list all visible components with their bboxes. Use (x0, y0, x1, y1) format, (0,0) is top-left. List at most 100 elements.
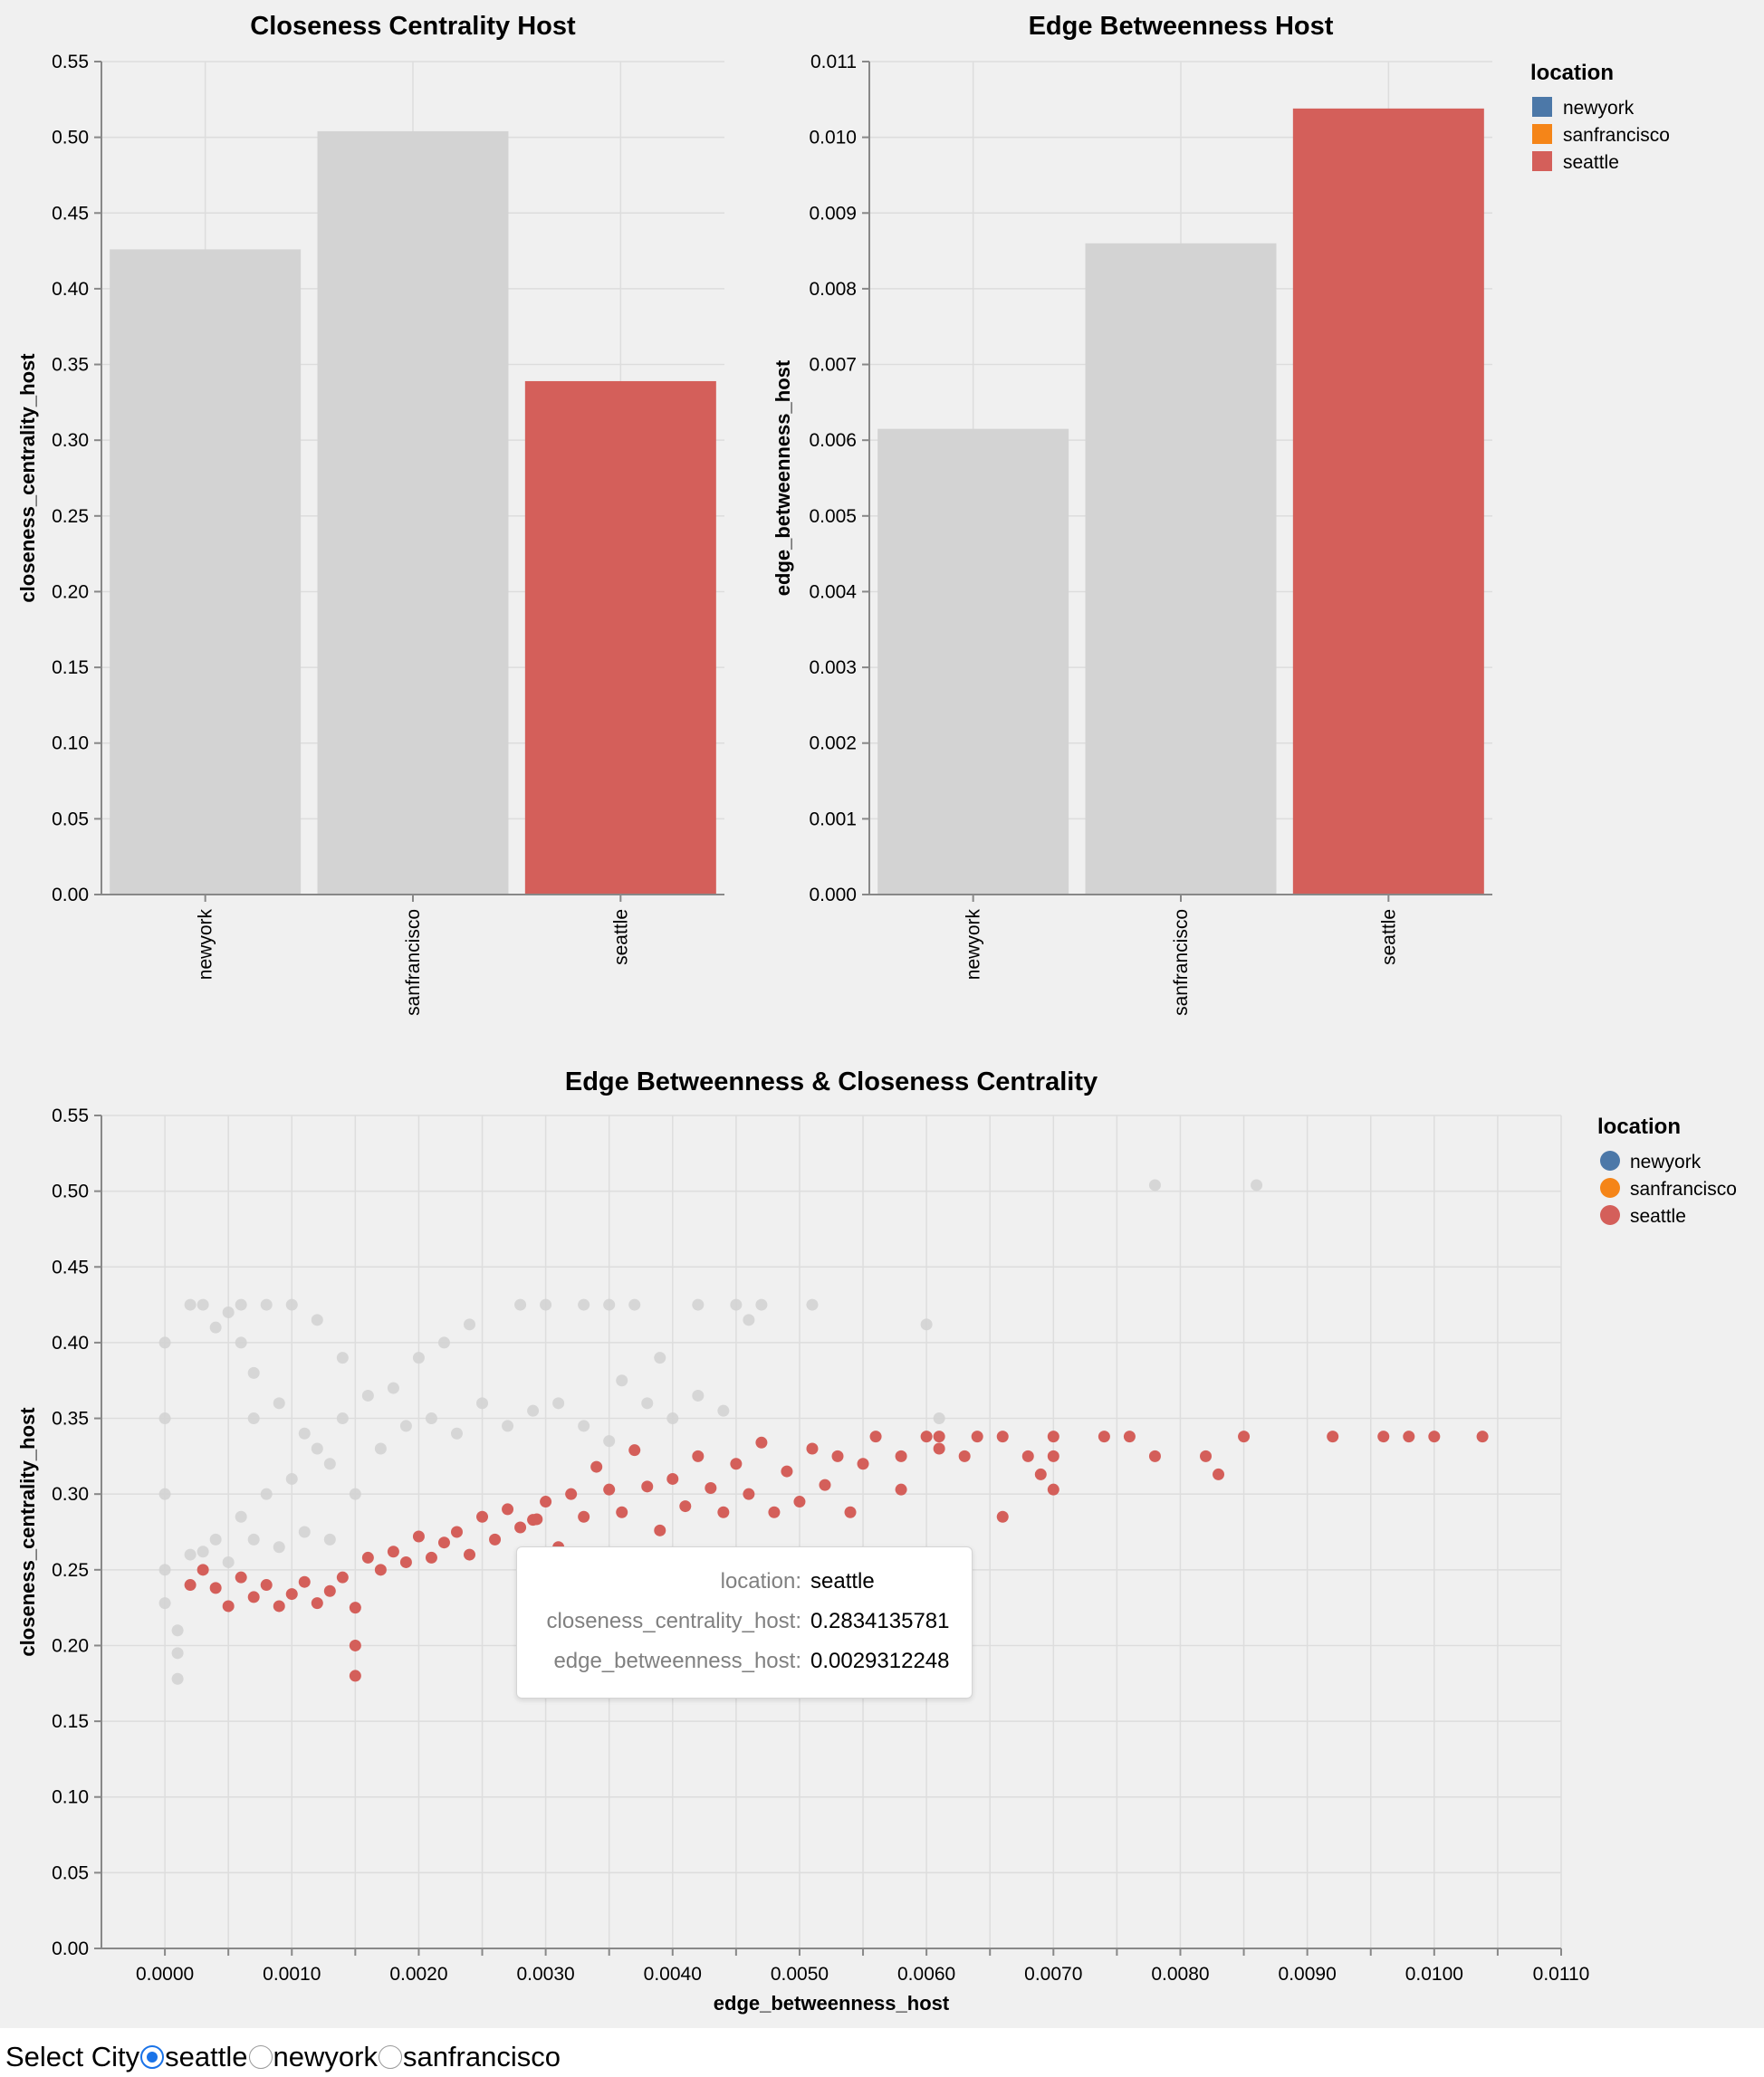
scatter-point-seattle (666, 1472, 679, 1485)
y-tick-label: 0.00 (52, 1938, 89, 1959)
tooltip-value: 0.2834135781 (810, 1609, 950, 1633)
scatter-point-seattle (806, 1442, 819, 1455)
radio-label-sanfrancisco[interactable]: sanfrancisco (402, 2041, 561, 2072)
scatter-point-other (476, 1397, 489, 1410)
radio-label-newyork[interactable]: newyork (273, 2041, 378, 2072)
radio-label-seattle[interactable]: seattle (165, 2041, 248, 2072)
x-tick-label: newyork (196, 909, 216, 981)
scatter-point-other (730, 1298, 743, 1311)
x-tick-label: 0.0090 (1279, 1964, 1337, 1985)
scatter-point-other (247, 1533, 260, 1546)
scatter-point-seattle (464, 1548, 476, 1561)
scatter-point-other (209, 1321, 222, 1334)
scatter-point-seattle (1047, 1450, 1059, 1462)
scatter-point-seattle (628, 1444, 641, 1457)
scatter-point-seattle (895, 1483, 907, 1496)
y-tick-label: 0.00 (52, 885, 89, 905)
scatter-point-other (273, 1541, 285, 1554)
scatter-point-seattle (1213, 1468, 1225, 1480)
scatter-point-other (628, 1298, 641, 1311)
legend: location newyork sanfrancisco seattle (1530, 61, 1670, 173)
y-tick-label: 0.001 (809, 809, 857, 829)
scatter-point-other (235, 1298, 247, 1311)
x-tick-label: seattle (610, 909, 631, 965)
scatter-point-seattle (349, 1639, 361, 1651)
scatter-point-seattle (387, 1546, 399, 1558)
y-tick-label: 0.45 (52, 203, 89, 224)
scatter-point-seattle (361, 1551, 374, 1564)
bar-seattle (1292, 108, 1484, 895)
scatter-point-seattle (933, 1431, 945, 1443)
scatter-chart: 0.0000 0.0010 0.0020 0.0030 0.0040 0.0050 0.00… (16, 1067, 1589, 2015)
scatter-point-other (514, 1298, 527, 1311)
scatter-point-seattle (743, 1488, 755, 1500)
scatter-point-seattle (603, 1483, 616, 1496)
radio-sanfrancisco[interactable] (378, 2045, 402, 2069)
y-tick-label: 0.010 (809, 128, 857, 148)
scatter-point-other (222, 1555, 235, 1568)
scatter-point-other (692, 1298, 705, 1311)
tooltip-row-betweenness: edge_betweenness_host: 0.0029312248 (517, 1649, 973, 1676)
scatter-point-seattle (425, 1551, 437, 1564)
scatter-point-seattle (1047, 1483, 1059, 1496)
x-tick-label: 0.0070 (1024, 1964, 1082, 1985)
x-tick-label: 0.0030 (516, 1964, 574, 1985)
scatter-point-other (323, 1458, 336, 1470)
legend-swatch (1532, 124, 1552, 144)
scatter-point-seattle (1098, 1431, 1110, 1443)
scatter-point-seattle (1200, 1450, 1213, 1462)
tooltip: location: seattle closeness_centrality_h… (516, 1546, 973, 1699)
legend-swatch (1600, 1178, 1620, 1198)
scatter-point-other (654, 1352, 666, 1364)
legend-label: newyork (1563, 98, 1635, 119)
y-tick-label: 0.007 (809, 355, 857, 376)
scatter-point-other (235, 1510, 247, 1523)
scatter-point-seattle (590, 1460, 603, 1473)
scatter-point-seattle (476, 1510, 489, 1523)
scatter-point-other (158, 1597, 171, 1610)
scatter-point-seattle (819, 1479, 831, 1491)
x-tick-label: sanfrancisco (1171, 909, 1192, 1016)
scatter-point-other (374, 1442, 387, 1455)
scatter-point-seattle (781, 1465, 793, 1478)
scatter-point-seattle (705, 1481, 717, 1494)
scatter-point-seattle (1377, 1431, 1390, 1443)
scatter-point-other (285, 1298, 298, 1311)
x-tick-label: seattle (1378, 909, 1399, 965)
y-axis-title: closeness_centrality_host (16, 1407, 39, 1657)
legend-swatch (1600, 1205, 1620, 1225)
scatter-point-seattle (768, 1506, 781, 1518)
scatter-point-seattle (971, 1431, 983, 1443)
scatter-point-seattle (1021, 1450, 1034, 1462)
scatter-point-other (578, 1420, 590, 1432)
x-tick-label: 0.0110 (1533, 1964, 1590, 1985)
legend-swatch (1532, 151, 1552, 171)
scatter-point-seattle (1148, 1450, 1161, 1462)
x-tick-label: sanfrancisco (403, 909, 424, 1016)
scatter-point-seattle (489, 1533, 502, 1546)
scatter-point-other (412, 1352, 425, 1364)
bar-newyork (110, 249, 302, 895)
scatter-point-other (450, 1427, 463, 1440)
scatter-point-other (387, 1382, 399, 1394)
city-selector: Select City seattle newyork sanfrancisco (5, 2039, 561, 2075)
scatter-point-seattle (793, 1496, 806, 1508)
chart-title: Edge Betweenness & Closeness Centrality (565, 1067, 1098, 1096)
y-tick-label: 0.05 (52, 1862, 89, 1883)
radio-seattle[interactable] (140, 2045, 165, 2069)
radio-newyork[interactable] (248, 2045, 273, 2069)
scatter-point-other (641, 1397, 654, 1410)
tooltip-value: seattle (810, 1569, 875, 1594)
scatter-point-seattle (958, 1450, 971, 1462)
y-tick-label: 0.45 (52, 1257, 89, 1278)
y-tick-label: 0.35 (52, 1409, 89, 1430)
scatter-point-seattle (920, 1431, 933, 1443)
y-tick-label: 0.20 (52, 1635, 89, 1656)
scatter-point-other (247, 1366, 260, 1379)
scatter-point-seattle (235, 1571, 247, 1584)
scatter-point-seattle (311, 1597, 323, 1610)
y-tick-label: 0.10 (52, 733, 89, 754)
scatter-point-other (1251, 1179, 1263, 1192)
x-tick-label: 0.0100 (1405, 1964, 1463, 1985)
legend-swatch (1532, 97, 1552, 117)
